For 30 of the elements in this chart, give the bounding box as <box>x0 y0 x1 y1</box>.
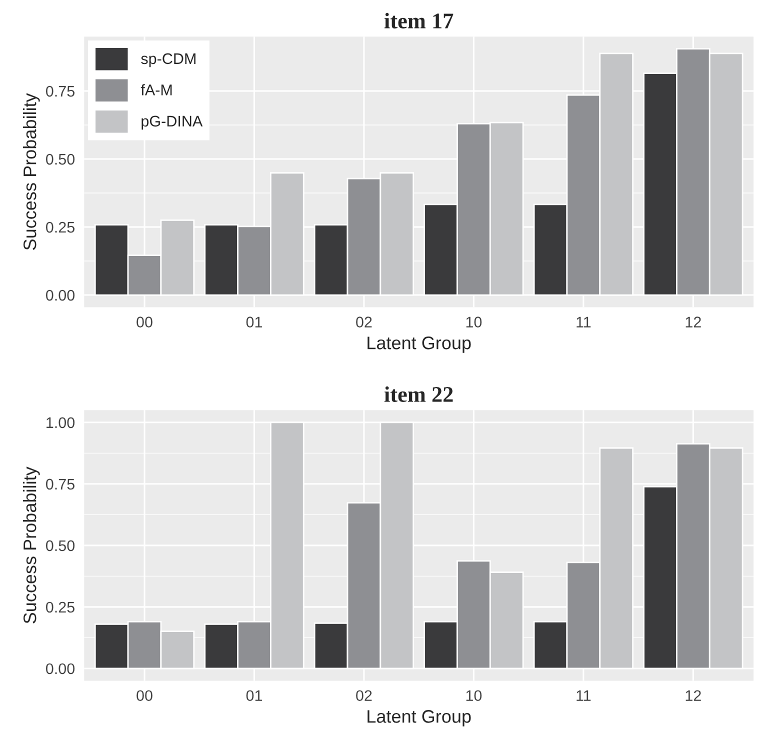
legend-label: sp-CDM <box>141 53 196 68</box>
x-tick-label: 10 <box>466 690 482 702</box>
x-tick-label: 12 <box>686 690 701 701</box>
x-tick-label: 02 <box>356 690 372 702</box>
y-tick-label: 0.75 <box>46 86 74 97</box>
legend-label: fA-M <box>140 84 172 96</box>
x-tick-label: 01 <box>246 690 262 702</box>
x-tick-label: 00 <box>136 316 152 328</box>
y-tick-label: 0.75 <box>46 478 74 490</box>
x-tick-label: 01 <box>246 316 262 328</box>
y-tick-label: 0.50 <box>46 540 75 552</box>
x-tick-label: 02 <box>356 316 372 328</box>
x-axis-title: Latent Group <box>368 336 471 353</box>
y-tick-label: 0.50 <box>46 154 75 165</box>
x-axis-title: Latent Group <box>368 710 471 726</box>
y-tick-label: 0.25 <box>46 602 74 613</box>
x-tick-label: 12 <box>686 316 701 328</box>
x-tick-label: 11 <box>576 690 591 701</box>
y-axis-title: Success Probability <box>23 93 40 250</box>
x-tick-label: 10 <box>466 316 482 328</box>
chart-title: item 22 <box>384 386 453 402</box>
y-tick-label: 0.25 <box>46 222 74 233</box>
chart-title: item 17 <box>384 12 454 28</box>
y-tick-label: 1.00 <box>46 417 75 428</box>
y-axis-title: Success Probability <box>23 466 40 624</box>
y-tick-label: 0.00 <box>46 663 75 674</box>
legend-label: pG-DINA <box>142 116 203 130</box>
x-tick-label: 00 <box>136 690 152 702</box>
x-tick-label: 11 <box>576 316 591 328</box>
y-tick-label: 0.00 <box>46 290 75 301</box>
